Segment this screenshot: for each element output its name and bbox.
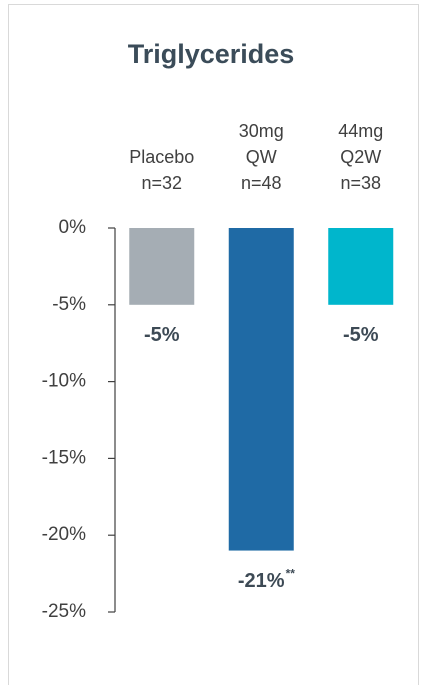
value-label: -5% <box>144 324 180 346</box>
chart-title: Triglycerides <box>128 39 295 69</box>
x-tick-label: Q2W <box>340 147 381 167</box>
x-tick-label: n=38 <box>340 173 381 193</box>
x-tick-label: 30mg <box>239 121 284 141</box>
y-tick-label: -20% <box>42 524 86 545</box>
y-tick-label: -5% <box>52 294 86 315</box>
annotation: ** <box>286 567 296 581</box>
x-tick-label: n=48 <box>241 173 282 193</box>
value-label: -5% <box>343 324 379 346</box>
bar <box>129 228 195 305</box>
x-tick-label: QW <box>246 147 277 167</box>
value-label: -21% <box>238 570 285 592</box>
frame <box>8 4 419 685</box>
x-tick-label: n=32 <box>141 173 182 193</box>
y-tick-label: -15% <box>42 447 86 468</box>
y-tick-label: 0% <box>59 217 87 238</box>
y-tick-label: -25% <box>42 601 86 622</box>
y-tick-label: -10% <box>42 371 86 392</box>
bar <box>328 228 394 305</box>
bar <box>228 228 294 551</box>
x-tick-label: 44mg <box>338 121 383 141</box>
x-tick-label: Placebo <box>129 147 194 167</box>
